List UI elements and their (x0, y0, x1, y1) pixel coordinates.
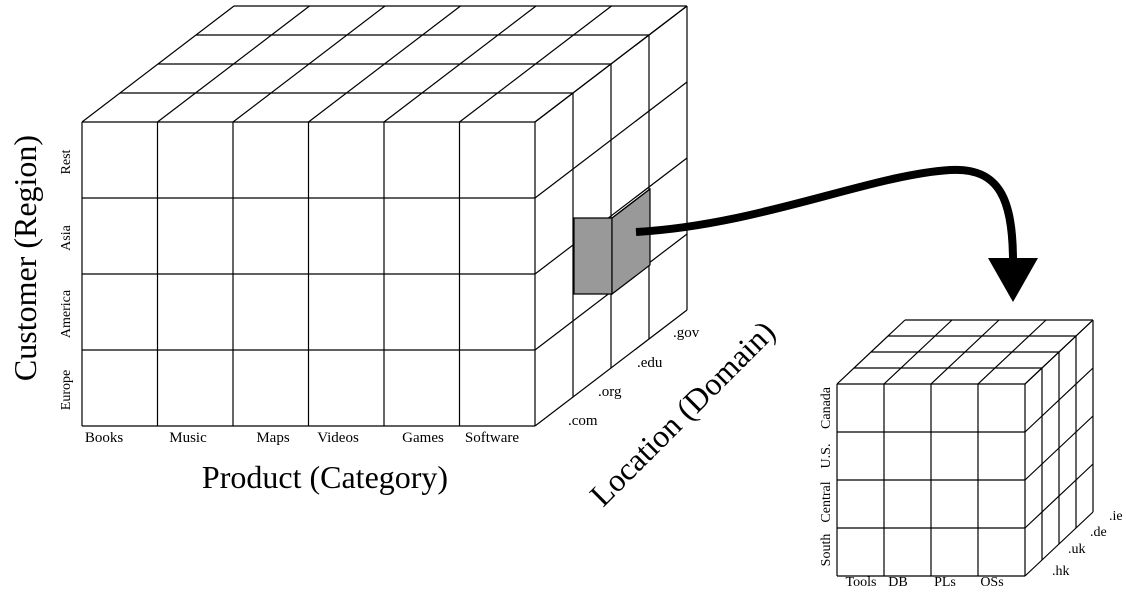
y-label-europe: Europe (59, 370, 74, 410)
small-y-label-south: South (819, 534, 834, 567)
z-label-edu: .edu (637, 355, 663, 371)
small-z-label-ie: .ie (1109, 509, 1123, 524)
highlighted-cell-front (573, 217, 613, 295)
small-cube-grid-line-27 (1024, 511, 1094, 577)
large-cube-grid-line-27 (534, 5, 688, 123)
x-label-maps: Maps (256, 430, 289, 446)
large-cube-grid-line-28 (534, 81, 688, 199)
large-cube-grid-line-17 (157, 5, 310, 123)
x-label-games: Games (402, 430, 444, 446)
x-axis-title: Product (Category) (202, 459, 448, 495)
small-cube-grid-line-14 (836, 319, 906, 385)
x-label-videos: Videos (317, 430, 359, 446)
y-axis-title: Customer (Region) (7, 135, 43, 381)
small-z-axis-labels: .hk .uk .de .ie (1052, 509, 1123, 579)
small-x-axis-labels: Tools DB PLs OSs (846, 575, 1004, 590)
small-y-label-canada: Canada (819, 386, 834, 429)
small-z-label-hk: .hk (1052, 564, 1070, 579)
z-axis-title: Location (Domain) (582, 313, 782, 513)
large-cube-grid-line-20 (383, 5, 537, 123)
z-label-org: .org (598, 384, 622, 400)
small-x-label-pls: PLs (934, 575, 956, 590)
small-cube-grid-line-25 (1024, 415, 1094, 481)
y-label-asia: Asia (59, 224, 74, 250)
small-x-label-db: DB (888, 575, 907, 590)
small-x-label-oss: OSs (980, 575, 1003, 590)
small-y-label-us: U.S. (819, 444, 834, 469)
x-label-books: Books (85, 430, 124, 446)
x-axis-labels: Books Music Maps Videos Games Software (85, 430, 520, 446)
large-cube-grid-line-16 (81, 5, 235, 123)
small-z-label-uk: .uk (1068, 542, 1086, 557)
large-cube-grid-line-29 (534, 157, 688, 275)
small-cube-grid (836, 319, 1094, 577)
large-cube-grid-line-18 (232, 5, 386, 123)
z-axis-labels: .com .org .edu .gov (568, 325, 700, 429)
x-label-software: Software (465, 430, 519, 446)
highlighted-cell-side (611, 187, 651, 296)
small-x-label-tools: Tools (846, 575, 877, 590)
y-axis-labels: Rest Asia America Europe (59, 149, 74, 410)
small-cube-grid-line-23 (1024, 319, 1094, 385)
small-cube-grid-line-26 (1024, 463, 1094, 529)
x-label-music: Music (169, 430, 207, 446)
large-cube-grid-line-31 (534, 309, 688, 427)
y-label-rest: Rest (59, 149, 74, 174)
small-y-label-central: Central (819, 481, 834, 522)
z-label-com: .com (568, 413, 598, 429)
small-cube-grid-line-24 (1024, 367, 1094, 433)
y-label-america: America (59, 289, 74, 338)
small-cube-grid-line-15 (883, 319, 953, 385)
large-cube-grid-line-21 (459, 5, 612, 123)
z-label-gov: .gov (673, 325, 700, 341)
drill-down-arrow (635, 165, 1038, 302)
small-z-label-de: .de (1090, 525, 1107, 540)
large-data-cube: Books Music Maps Videos Games Software R… (7, 5, 782, 513)
large-cube-grid (81, 5, 688, 427)
small-y-axis-labels: Canada U.S. Central South (819, 386, 834, 566)
large-cube-grid-line-19 (308, 5, 461, 123)
small-data-cube: Tools DB PLs OSs Canada U.S. Central Sou… (819, 319, 1123, 590)
small-cube-grid-line-17 (977, 319, 1047, 385)
small-cube-grid-line-16 (930, 319, 1000, 385)
